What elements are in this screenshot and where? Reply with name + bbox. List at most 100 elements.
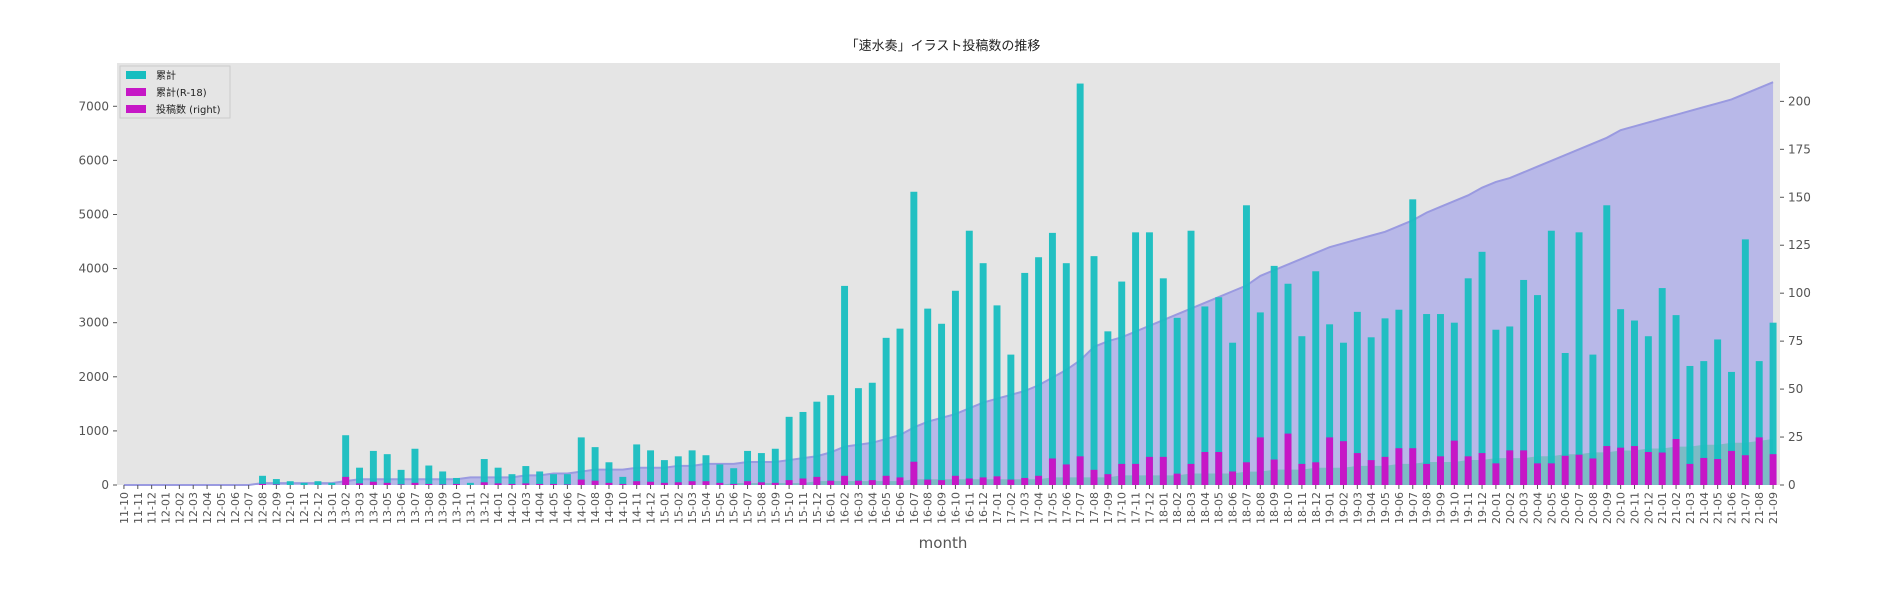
x-tick-label: 16-02 [839,492,852,524]
x-tick-label: 18-03 [1185,492,1198,524]
bar-cumulative-r18 [1284,433,1292,485]
bar-cumulative-r18 [1534,463,1541,485]
x-tick-label: 15-11 [797,492,810,524]
bar-cumulative [328,482,336,485]
bar-cumulative-r18 [1118,463,1126,485]
x-tick-label: 13-01 [326,492,339,524]
bar-cumulative-r18 [1007,479,1015,485]
bar-cumulative-r18 [1090,469,1098,485]
bar-cumulative [1506,326,1514,485]
bar-cumulative-r18 [938,480,946,485]
bar-cumulative [1145,232,1153,485]
bar-cumulative-r18 [660,482,668,485]
bar-cumulative [771,448,779,485]
x-tick-label: 13-10 [451,492,464,524]
x-tick-label: 20-12 [1642,492,1655,524]
x-tick-label: 19-04 [1365,492,1378,524]
bar-cumulative-r18 [785,480,793,485]
bar-cumulative-r18 [411,482,419,485]
bar-cumulative [1090,256,1098,485]
bar-cumulative [1367,337,1375,485]
bar-cumulative-r18 [771,482,779,485]
bar-cumulative-r18 [1631,446,1638,485]
bar-cumulative [1672,315,1680,485]
bar-cumulative [799,411,807,485]
y-tick-label-left: 4000 [78,262,109,276]
x-tick-label: 13-11 [464,492,477,524]
x-tick-label: 19-10 [1448,492,1461,524]
bar-cumulative [619,476,627,485]
bar-cumulative [1353,311,1361,485]
bar-cumulative [1298,336,1306,485]
x-tick-label: 17-09 [1102,492,1115,524]
bar-cumulative-r18 [1700,457,1708,485]
bar-cumulative-r18 [1270,459,1278,485]
x-tick-label: 18-10 [1282,492,1295,524]
x-tick-label: 17-01 [991,492,1004,524]
x-tick-label: 20-10 [1615,492,1628,524]
bar-cumulative-r18 [1547,463,1555,485]
x-tick-label: 12-11 [298,492,311,524]
x-tick-label: 12-05 [215,492,228,524]
bar-cumulative [536,471,544,485]
x-tick-label: 18-09 [1268,492,1281,524]
x-tick-label: 21-06 [1726,492,1739,524]
bar-cumulative-r18 [1658,452,1666,485]
bar-cumulative [563,474,571,485]
bar-cumulative-r18 [1575,454,1583,485]
x-tick-label: 17-10 [1116,492,1129,524]
x-tick-label: 15-08 [755,492,768,524]
bar-cumulative-r18 [1769,454,1777,485]
bar-cumulative-r18 [383,482,391,485]
bar-cumulative [1326,324,1334,485]
bar-cumulative-r18 [605,482,613,485]
bar-cumulative [1395,309,1403,485]
bar-cumulative-r18 [1145,456,1153,485]
bar-cumulative-r18 [841,475,849,485]
bar-cumulative-r18 [688,481,696,485]
x-tick-label: 15-06 [728,492,741,524]
x-tick-label: 15-01 [658,492,671,524]
y-tick-label-left: 1000 [78,424,109,438]
bar-cumulative-r18 [674,482,682,485]
y-tick-label-right: 50 [1788,382,1803,396]
bar-cumulative-r18 [965,478,973,485]
bar-cumulative [369,450,377,485]
x-tick-label: 21-03 [1684,492,1697,524]
bar-cumulative-r18 [425,483,433,485]
y-tick-label-left: 0 [101,478,109,492]
x-tick-label: 18-04 [1199,492,1212,524]
bar-cumulative [1048,232,1056,485]
x-tick-label: 13-02 [340,492,353,524]
bar-cumulative [757,453,765,485]
bar-cumulative-r18 [702,481,710,485]
x-tick-label: 13-12 [478,492,491,524]
bar-cumulative-r18 [1173,473,1181,485]
bar-cumulative [647,450,655,485]
bar-cumulative-r18 [356,483,363,485]
bar-cumulative-r18 [563,484,571,485]
bar-cumulative-r18 [619,483,627,485]
x-tick-label: 20-08 [1587,492,1600,524]
x-tick-label: 14-10 [617,492,630,524]
y-tick-label-right: 200 [1788,94,1811,108]
bar-cumulative-r18 [827,480,835,485]
bar-cumulative-r18 [1741,455,1749,485]
bar-cumulative-r18 [1437,456,1444,485]
bar-cumulative-r18 [591,480,599,485]
bar-cumulative [1728,371,1735,485]
y-tick-label-right: 125 [1788,238,1811,252]
x-tick-label: 16-08 [922,492,935,524]
x-tick-label: 21-08 [1753,492,1766,524]
x-tick-label: 21-02 [1670,492,1683,524]
bar-cumulative [480,459,488,485]
bar-cumulative-r18 [924,479,932,485]
x-tick-label: 14-06 [561,492,574,524]
bar-cumulative-r18 [1617,447,1625,485]
bar-cumulative [1617,309,1625,485]
bars-layer [259,83,1777,486]
x-axis-label: month [919,534,968,552]
x-tick-label: 16-10 [949,492,962,524]
y-tick-label-right: 150 [1788,190,1811,204]
bar-cumulative [1644,336,1652,485]
